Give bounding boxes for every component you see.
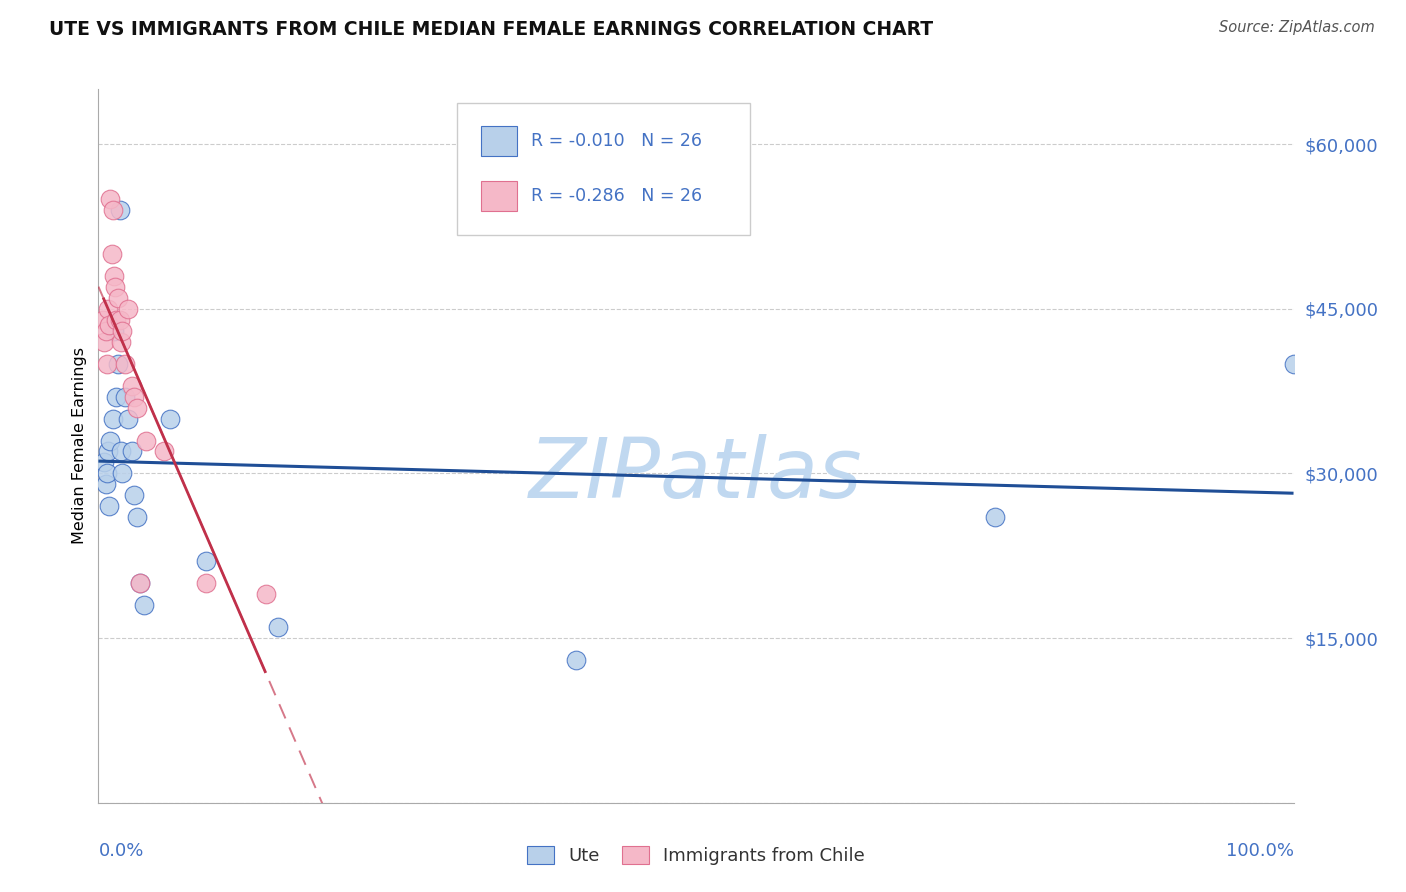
Point <box>105 312 128 326</box>
Point <box>100 247 122 261</box>
Point <box>94 477 117 491</box>
Point <box>117 301 139 316</box>
Text: 0.0%: 0.0% <box>98 842 143 860</box>
Point <box>125 510 148 524</box>
Point <box>97 301 120 316</box>
Point <box>267 620 290 634</box>
Point <box>101 411 124 425</box>
Point <box>124 488 146 502</box>
Point <box>110 444 132 458</box>
Point <box>111 467 134 481</box>
Point <box>111 324 134 338</box>
Point <box>107 357 129 371</box>
Point <box>107 291 129 305</box>
Point <box>984 510 1007 524</box>
FancyBboxPatch shape <box>457 103 749 235</box>
Point <box>105 390 128 404</box>
Point <box>132 598 155 612</box>
Point <box>129 576 152 591</box>
Bar <box>481 126 517 155</box>
Point <box>98 500 121 514</box>
Point <box>117 411 139 425</box>
Point <box>103 268 125 283</box>
Text: ZIPatlas: ZIPatlas <box>529 434 863 515</box>
Point <box>104 280 127 294</box>
Point <box>125 401 148 415</box>
Point <box>108 312 131 326</box>
Text: R = -0.010   N = 26: R = -0.010 N = 26 <box>531 132 702 150</box>
Text: 100.0%: 100.0% <box>1226 842 1294 860</box>
Point <box>129 576 152 591</box>
Point <box>254 587 277 601</box>
Text: UTE VS IMMIGRANTS FROM CHILE MEDIAN FEMALE EARNINGS CORRELATION CHART: UTE VS IMMIGRANTS FROM CHILE MEDIAN FEMA… <box>49 20 934 38</box>
Point <box>97 444 120 458</box>
Point <box>98 192 122 206</box>
Point <box>1282 357 1305 371</box>
Point <box>96 467 118 481</box>
Point <box>114 357 136 371</box>
Point <box>93 334 115 349</box>
Point <box>153 444 176 458</box>
Y-axis label: Median Female Earnings: Median Female Earnings <box>72 348 87 544</box>
Point <box>96 357 118 371</box>
Point <box>121 444 143 458</box>
Point <box>195 554 218 568</box>
Text: R = -0.286   N = 26: R = -0.286 N = 26 <box>531 186 702 204</box>
Point <box>135 434 157 448</box>
Point <box>98 434 122 448</box>
Legend: Ute, Immigrants from Chile: Ute, Immigrants from Chile <box>520 838 872 872</box>
Point <box>159 411 181 425</box>
Point <box>101 202 124 217</box>
Point <box>565 653 588 667</box>
Point <box>93 455 115 469</box>
Point <box>108 202 131 217</box>
Point <box>195 576 218 591</box>
Point <box>94 324 117 338</box>
Point <box>114 390 136 404</box>
Text: Source: ZipAtlas.com: Source: ZipAtlas.com <box>1219 20 1375 35</box>
Point <box>121 378 143 392</box>
Point <box>98 318 121 333</box>
Point <box>110 334 132 349</box>
Bar <box>481 180 517 211</box>
Point <box>124 390 146 404</box>
Point <box>91 312 114 326</box>
Point <box>103 324 125 338</box>
